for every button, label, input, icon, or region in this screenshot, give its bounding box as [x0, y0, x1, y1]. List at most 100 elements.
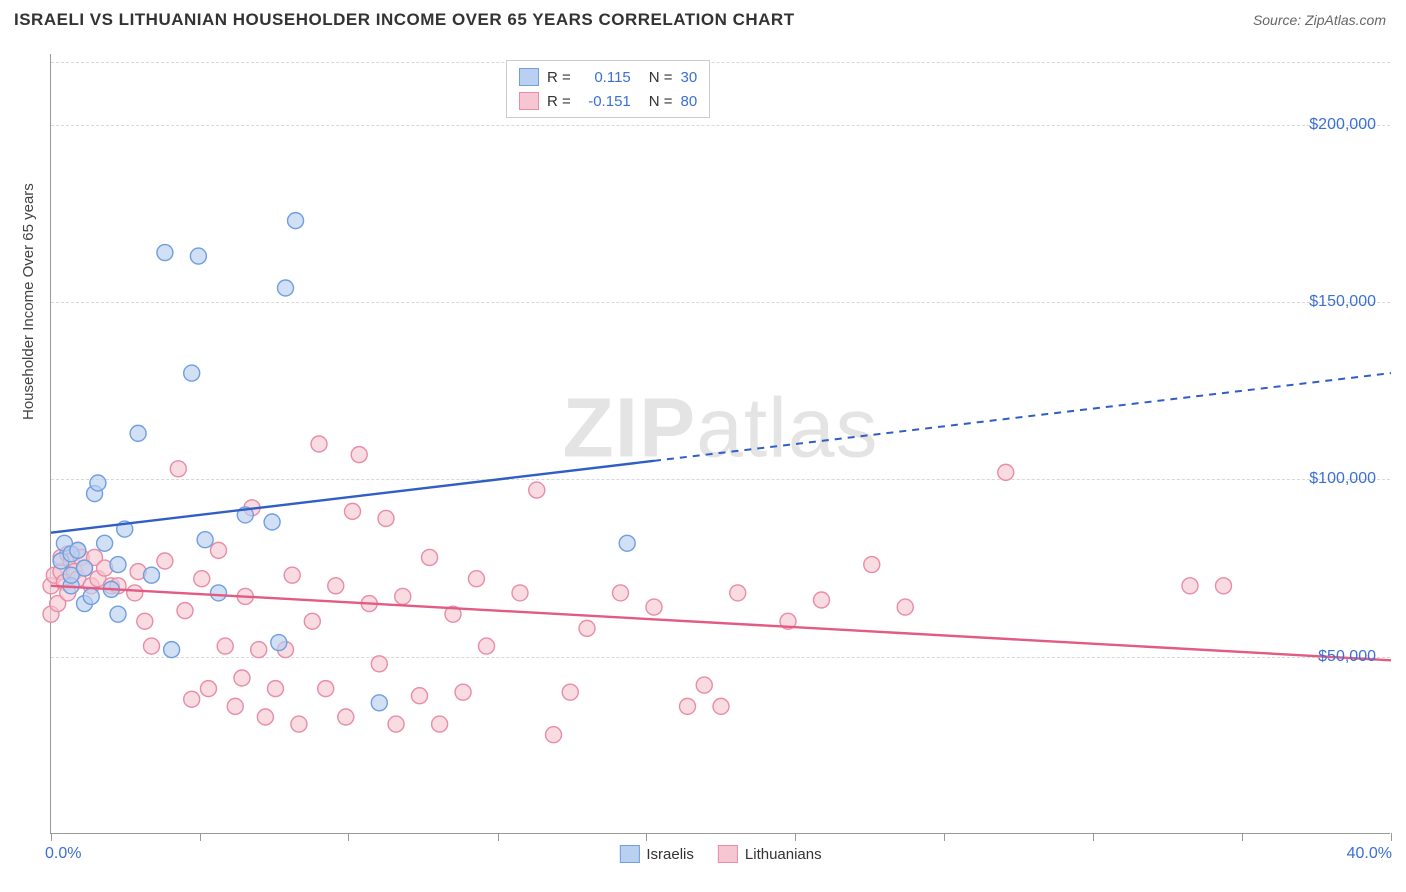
data-point — [696, 677, 712, 693]
y-tick-label: $100,000 — [1309, 470, 1376, 488]
chart-title: ISRAELI VS LITHUANIAN HOUSEHOLDER INCOME… — [14, 10, 795, 30]
data-point — [412, 688, 428, 704]
x-axis-min-label: 0.0% — [45, 845, 81, 863]
data-point — [680, 698, 696, 714]
scatter-plot-svg — [51, 54, 1390, 833]
data-point — [184, 691, 200, 707]
legend-item: Israelis — [619, 845, 694, 863]
data-point — [234, 670, 250, 686]
data-point — [157, 245, 173, 261]
data-point — [97, 535, 113, 551]
r-value: -0.151 — [579, 93, 631, 110]
stats-legend-row: R = -0.151 N = 80 — [519, 89, 697, 113]
data-point — [144, 638, 160, 654]
x-tick — [944, 833, 945, 841]
trend-line-extrapolated — [654, 373, 1391, 461]
stats-legend: R = 0.115 N = 30 R = -0.151 N = 80 — [506, 60, 710, 118]
data-point — [619, 535, 635, 551]
data-point — [897, 599, 913, 615]
y-tick-label: $150,000 — [1309, 293, 1376, 311]
n-label: N = — [649, 93, 673, 110]
data-point — [197, 532, 213, 548]
trend-line — [51, 461, 654, 533]
x-tick — [200, 833, 201, 841]
data-point — [730, 585, 746, 601]
data-point — [194, 571, 210, 587]
data-point — [468, 571, 484, 587]
y-axis-label: Householder Income Over 65 years — [20, 183, 37, 420]
data-point — [83, 588, 99, 604]
data-point — [351, 447, 367, 463]
series-legend: Israelis Lithuanians — [619, 845, 821, 863]
data-point — [110, 606, 126, 622]
data-point — [864, 557, 880, 573]
r-label: R = — [547, 69, 571, 86]
data-point — [529, 482, 545, 498]
data-point — [157, 553, 173, 569]
legend-swatch — [519, 68, 539, 86]
data-point — [184, 365, 200, 381]
data-point — [217, 638, 233, 654]
stats-legend-row: R = 0.115 N = 30 — [519, 65, 697, 89]
data-point — [90, 475, 106, 491]
legend-label: Israelis — [646, 846, 694, 863]
data-point — [77, 560, 93, 576]
data-point — [318, 681, 334, 697]
x-tick — [795, 833, 796, 841]
data-point — [338, 709, 354, 725]
data-point — [110, 557, 126, 573]
data-point — [311, 436, 327, 452]
data-point — [130, 425, 146, 441]
data-point — [251, 642, 267, 658]
data-point — [512, 585, 528, 601]
data-point — [998, 464, 1014, 480]
data-point — [378, 510, 394, 526]
data-point — [264, 514, 280, 530]
x-tick — [1391, 833, 1392, 841]
data-point — [137, 613, 153, 629]
data-point — [395, 588, 411, 604]
r-value: 0.115 — [579, 69, 631, 86]
data-point — [278, 280, 294, 296]
data-point — [257, 709, 273, 725]
data-point — [127, 585, 143, 601]
data-point — [613, 585, 629, 601]
data-point — [304, 613, 320, 629]
data-point — [579, 620, 595, 636]
x-axis-max-label: 40.0% — [1347, 845, 1392, 863]
chart-plot-area: ZIPatlas R =0.115N =30R =-0.151N =80 Isr… — [50, 54, 1390, 834]
legend-swatch — [619, 845, 639, 863]
data-point — [814, 592, 830, 608]
data-point — [200, 681, 216, 697]
x-tick — [348, 833, 349, 841]
data-point — [211, 585, 227, 601]
data-point — [190, 248, 206, 264]
data-point — [546, 727, 562, 743]
data-point — [177, 603, 193, 619]
data-point — [432, 716, 448, 732]
data-point — [328, 578, 344, 594]
legend-swatch — [718, 845, 738, 863]
data-point — [271, 635, 287, 651]
data-point — [371, 695, 387, 711]
data-point — [1182, 578, 1198, 594]
data-point — [291, 716, 307, 732]
data-point — [288, 213, 304, 229]
x-tick — [51, 833, 52, 841]
data-point — [267, 681, 283, 697]
data-point — [388, 716, 404, 732]
y-tick-label: $200,000 — [1309, 116, 1376, 134]
n-value: 80 — [681, 93, 698, 110]
data-point — [211, 542, 227, 558]
source-attribution: Source: ZipAtlas.com — [1253, 12, 1386, 28]
y-tick-label: $50,000 — [1318, 648, 1376, 666]
data-point — [455, 684, 471, 700]
data-point — [562, 684, 578, 700]
data-point — [422, 549, 438, 565]
n-value: 30 — [681, 69, 698, 86]
legend-item: Lithuanians — [718, 845, 822, 863]
r-label: R = — [547, 93, 571, 110]
n-label: N = — [649, 69, 673, 86]
data-point — [345, 503, 361, 519]
legend-label: Lithuanians — [745, 846, 822, 863]
